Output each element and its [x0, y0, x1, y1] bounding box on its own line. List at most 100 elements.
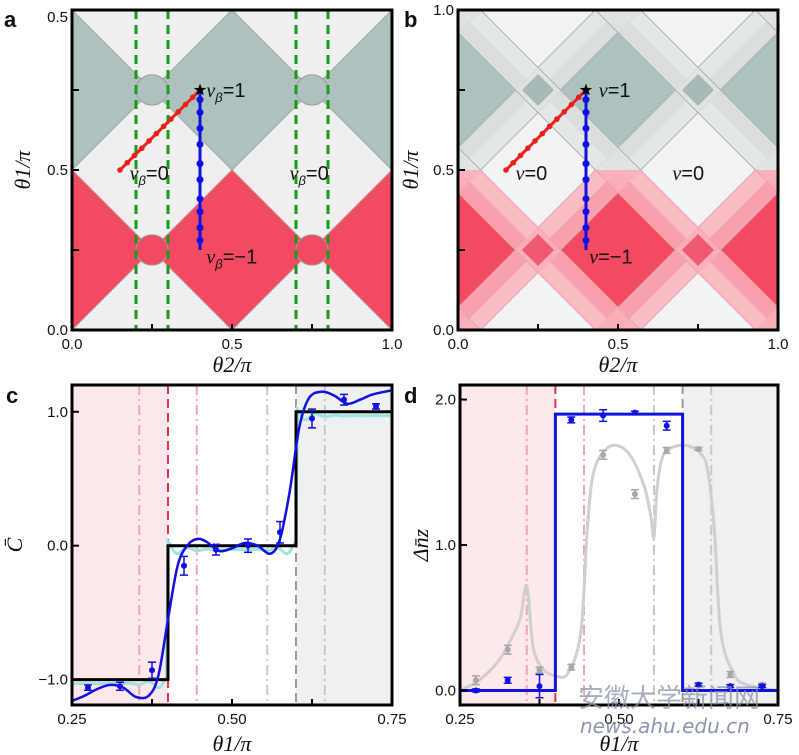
- fit-curve-blue: [72, 389, 392, 703]
- data-point-gray: [536, 667, 543, 674]
- watermark-url: news.ahu.edu.cn: [580, 714, 750, 738]
- data-point: [117, 683, 123, 690]
- phase-region-nu-plus-1: [72, 10, 153, 171]
- panel-letter-d: d: [404, 383, 417, 408]
- phase-annotation: νβ=0: [130, 163, 169, 188]
- phase-region-nu-minus-1: [151, 169, 313, 330]
- blue-path-point: [582, 140, 590, 148]
- plot-area: [72, 385, 392, 705]
- red-path-point: [539, 130, 546, 137]
- blue-path-point: [196, 124, 204, 132]
- data-point-blue: [472, 687, 479, 694]
- x-axis-label: θ1/π: [600, 731, 640, 755]
- band-crossing: [522, 74, 554, 106]
- y-tick-label: 0.0: [47, 322, 68, 339]
- x-tick-label: 1.0: [768, 336, 789, 353]
- x-tick-label: 0.25: [57, 711, 86, 728]
- red-path-point: [554, 116, 560, 122]
- data-point: [341, 396, 347, 403]
- theory-curve-gray: [460, 443, 778, 692]
- y-tick-label: 1.0: [435, 537, 456, 554]
- blue-path-point: [582, 108, 590, 116]
- data-point-blue: [759, 683, 766, 690]
- x-tick-label: 0.50: [217, 711, 246, 728]
- blue-path-point: [196, 224, 204, 232]
- blue-path-point: [196, 108, 204, 116]
- red-path-point: [168, 116, 174, 122]
- x-axis-label: θ1/π: [213, 731, 253, 755]
- data-point-gray: [663, 447, 670, 454]
- panel-c: 0.25 0.50 0.75 −1.0 0.0 1.0 θ1/π C̄: [2, 383, 407, 755]
- y-tick-label: 0.0: [433, 322, 454, 339]
- panel-letter-b: b: [404, 7, 417, 32]
- y-tick-label: 0.0: [435, 682, 456, 699]
- phase-annotation: ν=0: [672, 163, 704, 185]
- data-point: [277, 529, 283, 536]
- red-path-point: [189, 94, 196, 101]
- red-path-point: [517, 152, 524, 159]
- shaded-region-pink: [72, 385, 168, 705]
- phase-region-nu-minus-1: [311, 169, 392, 330]
- phase-annotation: νβ=−1: [206, 246, 257, 271]
- red-path-point: [160, 123, 167, 130]
- shaded-region-pink: [460, 385, 556, 705]
- red-path-point: [503, 167, 509, 173]
- data-point-gray: [568, 664, 575, 671]
- red-path-point: [131, 152, 138, 159]
- y-tick-label: 0.5: [47, 162, 68, 179]
- y-tick-label: 0.0: [47, 538, 68, 555]
- red-path-point: [525, 145, 531, 151]
- star-marker: [193, 83, 207, 96]
- blue-path-point: [196, 208, 204, 216]
- data-point-blue: [631, 409, 638, 416]
- red-path-point: [510, 159, 517, 166]
- blue-path-point: [196, 195, 204, 203]
- phase-annotation: ν=−1: [589, 246, 632, 268]
- blue-path-point: [196, 236, 204, 244]
- y-tick-label: 1.0: [433, 2, 454, 19]
- data-point-blue: [663, 422, 670, 429]
- data-point-blue: [504, 677, 511, 684]
- phase-circle: [135, 74, 169, 106]
- x-tick-label: 0.25: [445, 711, 474, 728]
- data-point-blue: [600, 412, 607, 419]
- blue-path-point: [582, 236, 590, 244]
- data-point-gray: [631, 491, 638, 498]
- y-tick-label: −1.0: [38, 672, 68, 689]
- band-crossing: [682, 74, 714, 106]
- x-axis-label: θ2/π: [213, 352, 253, 377]
- phase-circle: [295, 234, 329, 266]
- red-path-point: [182, 101, 189, 108]
- data-point: [245, 542, 251, 549]
- star-marker: [579, 83, 593, 96]
- data-point-gray: [695, 446, 702, 452]
- x-tick-label: 0.5: [608, 336, 629, 353]
- blue-path-point: [196, 176, 204, 184]
- phase-region-nu-minus-1: [72, 169, 153, 330]
- data-point-blue: [536, 683, 543, 690]
- data-point: [181, 562, 187, 569]
- blue-path-point: [582, 224, 590, 232]
- band-crossing: [682, 234, 714, 266]
- data-point: [373, 403, 379, 410]
- data-point-gray: [600, 451, 607, 458]
- x-tick-label: 1.0: [382, 336, 403, 353]
- blue-path-point: [582, 195, 590, 203]
- data-point-blue: [727, 683, 734, 690]
- watermark-text: 安徽大学新闻网: [578, 684, 760, 714]
- x-tick-label: 0.5: [222, 336, 243, 353]
- diagonal-band: [754, 10, 778, 34]
- blue-path-point: [582, 96, 590, 104]
- x-tick-label: 0.0: [448, 336, 469, 353]
- red-path-point: [153, 130, 160, 137]
- y-axis-label: C̄: [2, 537, 27, 552]
- data-point-blue: [568, 416, 575, 423]
- data-point-gray: [472, 677, 479, 684]
- data-point: [149, 667, 155, 674]
- phase-circle: [135, 234, 169, 266]
- x-tick-label: 0.75: [377, 711, 406, 728]
- phase-annotation: ν=0: [516, 163, 548, 185]
- phase-annotation: νβ=0: [290, 163, 329, 188]
- y-axis-label: θ1/π: [398, 150, 423, 190]
